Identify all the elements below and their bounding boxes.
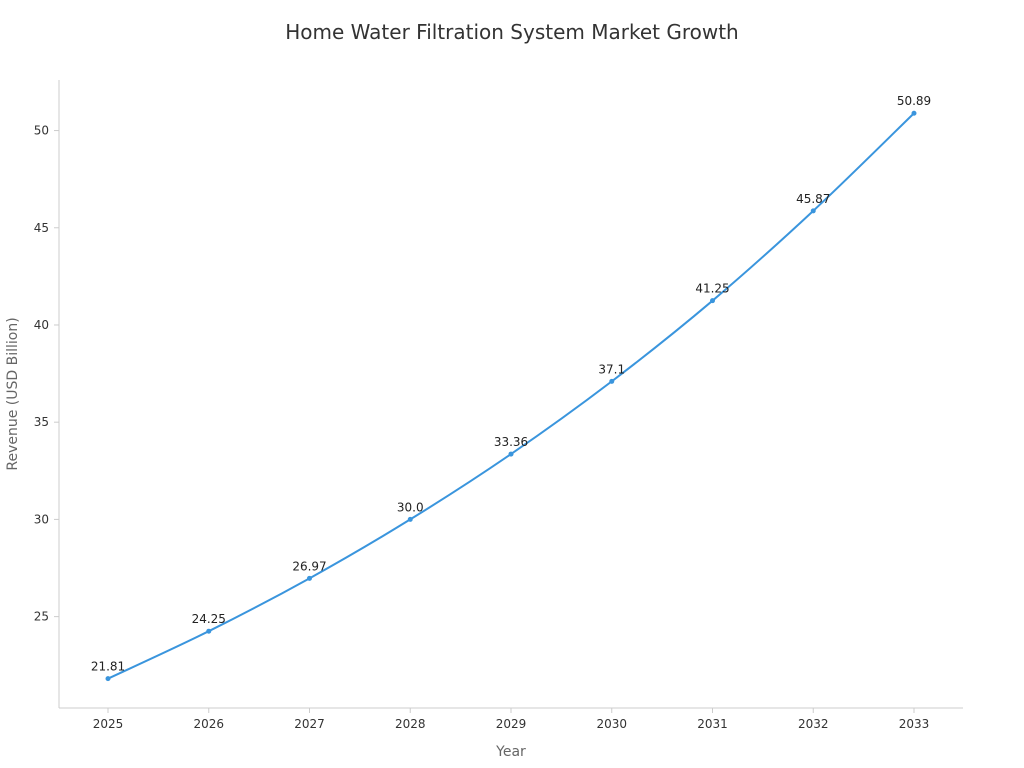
x-tick-label: 2027 bbox=[294, 717, 325, 731]
data-point bbox=[911, 110, 917, 116]
data-point bbox=[206, 628, 212, 634]
chart-title: Home Water Filtration System Market Grow… bbox=[285, 20, 739, 44]
data-label: 45.87 bbox=[796, 192, 830, 206]
data-label: 50.89 bbox=[897, 94, 931, 108]
x-tick-label: 2030 bbox=[596, 717, 627, 731]
data-point bbox=[810, 208, 816, 214]
data-label: 30.0 bbox=[397, 500, 424, 514]
data-label: 41.25 bbox=[695, 282, 729, 296]
data-point bbox=[307, 575, 312, 581]
data-points bbox=[105, 110, 917, 682]
data-label: 37.1 bbox=[598, 362, 625, 376]
y-axis-title: Revenue (USD Billion) bbox=[5, 317, 21, 470]
y-tick-label: 45 bbox=[34, 221, 49, 235]
data-label: 26.97 bbox=[292, 559, 326, 573]
data-label: 24.25 bbox=[192, 612, 226, 626]
x-axis-title: Year bbox=[495, 744, 526, 760]
y-tick-label: 50 bbox=[34, 124, 49, 138]
data-point bbox=[407, 516, 413, 522]
data-label: 21.81 bbox=[91, 660, 125, 674]
x-tick-label: 2026 bbox=[193, 717, 224, 731]
y-tick-label: 30 bbox=[34, 512, 49, 526]
x-tick-label: 2031 bbox=[697, 717, 728, 731]
data-point bbox=[710, 298, 715, 304]
y-tick-label: 25 bbox=[34, 610, 49, 624]
y-ticks: 25 30 35 40 45 50 bbox=[34, 124, 59, 624]
y-tick-label: 35 bbox=[34, 415, 49, 429]
data-point bbox=[609, 378, 615, 384]
x-tick-label: 2033 bbox=[899, 717, 930, 731]
x-tick-label: 2028 bbox=[395, 717, 426, 731]
y-tick-label: 40 bbox=[34, 318, 49, 332]
x-tick-label: 2029 bbox=[496, 717, 527, 731]
x-tick-label: 2032 bbox=[798, 717, 829, 731]
x-tick-label: 2025 bbox=[93, 717, 124, 731]
series-line bbox=[107, 112, 915, 680]
data-point bbox=[508, 451, 514, 457]
data-labels: 21.81 24.25 26.97 30.0 33.36 37.1 41.25 45.87 50… bbox=[91, 94, 931, 673]
data-label: 33.36 bbox=[494, 435, 528, 449]
data-point bbox=[105, 676, 111, 682]
x-ticks: 2025 2026 2027 2028 2029 2030 2031 2032 2033 bbox=[93, 708, 930, 731]
